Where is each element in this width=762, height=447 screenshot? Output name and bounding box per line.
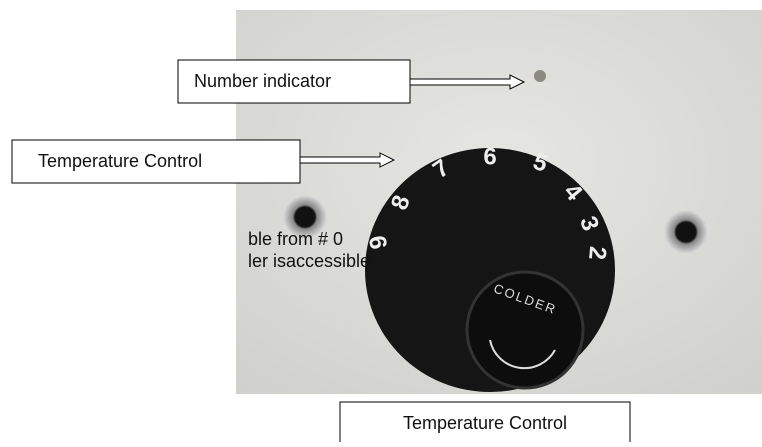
callout-label: Temperature Control — [38, 151, 202, 171]
callout-box — [177, 59, 411, 104]
side-text: ler isaccessible — [248, 251, 370, 271]
arrow — [299, 152, 396, 168]
screw — [664, 210, 708, 254]
dial-number: 9 — [364, 233, 393, 251]
callout-label: Number indicator — [194, 71, 331, 91]
knob-arrow — [489, 339, 556, 370]
indicator-dot — [534, 70, 546, 82]
knob — [465, 270, 585, 390]
side-text: ble from # 0 — [248, 229, 343, 249]
callout-box — [11, 139, 301, 184]
caption-box — [339, 401, 631, 447]
dial-number: 2 — [583, 245, 611, 261]
arrow — [409, 74, 526, 90]
screw — [283, 195, 327, 239]
dial-number: 6 — [483, 143, 496, 170]
caption: Temperature Control — [403, 413, 567, 433]
